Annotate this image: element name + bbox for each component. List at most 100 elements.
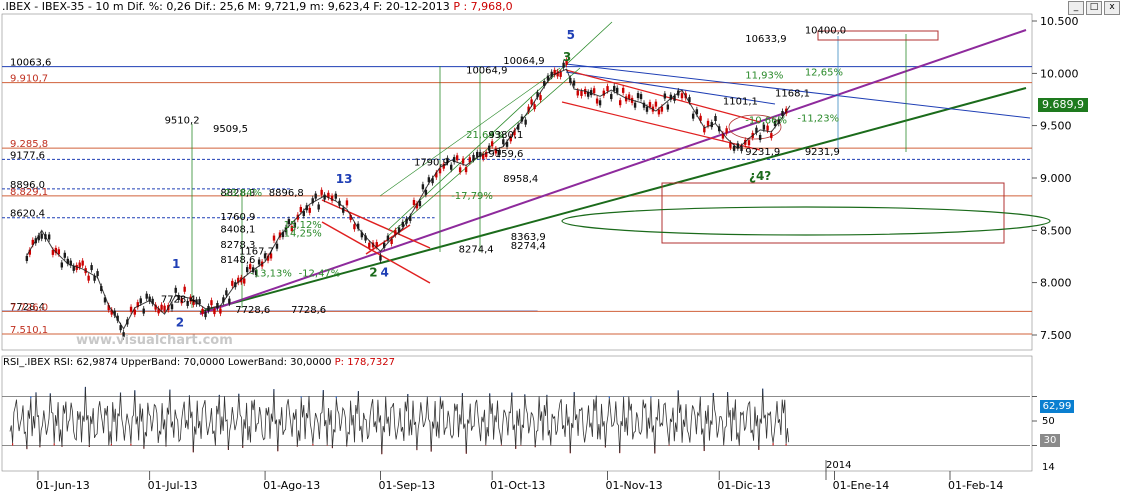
candle-body [580, 90, 583, 96]
watermark: www.visualchart.com [76, 333, 233, 348]
annotation-label: 11,93% [745, 71, 783, 82]
candle-body [237, 277, 240, 283]
oval-dec[interactable] [728, 114, 782, 140]
candle-body [618, 100, 622, 106]
header-p-value: P : 7,968,0 [453, 0, 513, 13]
candle-body [680, 93, 684, 99]
candle-body [87, 275, 90, 281]
candle-body [394, 230, 397, 236]
candle-body [390, 238, 393, 244]
green-channel-upper[interactable] [387, 21, 613, 231]
close-button[interactable]: x [1104, 1, 1120, 15]
annotation-label: -23,84% [220, 188, 262, 199]
candle-body [516, 124, 520, 130]
candle-body [72, 265, 75, 271]
purple-trendline[interactable] [199, 29, 1027, 315]
candle-body [302, 211, 305, 217]
candle-body [148, 296, 151, 302]
candle-body [100, 286, 103, 292]
candle-body [533, 104, 536, 110]
candle-body [435, 172, 438, 178]
red-channel-aug-bottom[interactable] [321, 221, 431, 284]
support-ellipse[interactable] [561, 206, 1051, 236]
green-channel-mid[interactable] [379, 67, 561, 197]
candle-body [536, 92, 539, 98]
candle-body [484, 151, 488, 157]
annotation-label: 9231,9 [805, 147, 840, 158]
candle-body [412, 199, 416, 205]
candle-body [695, 109, 699, 115]
annotation-label: 8274,4 [459, 244, 494, 255]
candle-body [174, 287, 177, 293]
candle-body [442, 163, 445, 169]
candle-body [299, 206, 303, 212]
candle-body [195, 299, 198, 305]
level-label: 7.726,0 [10, 302, 48, 313]
candle-body [78, 262, 81, 268]
red-channel-aug-top[interactable] [321, 199, 431, 249]
blue-trendline-short[interactable] [565, 71, 776, 105]
candle-body [40, 233, 43, 239]
candle-body [219, 308, 222, 314]
candle-body [177, 295, 180, 301]
candle-body [397, 227, 401, 233]
candle-body [320, 189, 323, 195]
candle-body [375, 242, 378, 248]
blue-trendline[interactable] [565, 63, 1031, 119]
candle-body [773, 120, 777, 126]
candle-body [729, 142, 732, 148]
candle-body [424, 189, 428, 195]
year-label: 2014 [826, 460, 852, 471]
candle-body [69, 260, 72, 266]
candle-body [243, 278, 246, 284]
annotation-label: -10,66% [745, 116, 787, 127]
level-label: 8896,0 [10, 180, 45, 191]
candle-body [356, 223, 360, 229]
candle-body [225, 290, 228, 296]
candle-body [461, 158, 465, 164]
level-label: 10063,6 [10, 58, 51, 69]
x-tick-label: 01-Dic-13 [717, 479, 771, 492]
candle-body [688, 97, 691, 103]
minimize-button[interactable]: _ [1068, 1, 1084, 15]
candle-body [565, 59, 568, 65]
target-box-top[interactable] [817, 30, 939, 41]
candle-body [498, 149, 501, 155]
candle-body [592, 88, 596, 94]
candle-body [254, 270, 258, 276]
candle-body [213, 309, 216, 315]
candle-body [621, 87, 625, 93]
candle-body [520, 116, 524, 122]
candle-body [546, 75, 550, 81]
candle-body [136, 302, 139, 308]
candle-body [464, 167, 468, 173]
candle-body [139, 298, 142, 304]
annotation-label: 1101,1 [723, 97, 758, 108]
maximize-button[interactable]: □ [1086, 1, 1102, 15]
candle-body [151, 298, 154, 304]
candle-body [31, 239, 34, 245]
candle-body [210, 300, 213, 306]
red-channel-bottom[interactable] [561, 101, 761, 151]
level-label: 7.510,1 [10, 325, 48, 336]
candle-body [740, 146, 743, 152]
candle-body [281, 232, 285, 238]
candle-body [323, 194, 326, 200]
candle-body [257, 259, 261, 265]
candle-body [539, 95, 542, 101]
candle-body [673, 95, 676, 101]
price-series-line[interactable] [26, 68, 791, 330]
red-channel-top[interactable] [565, 69, 761, 123]
candle-body [415, 203, 419, 209]
candle-body [353, 224, 356, 230]
annotation-label: 1760,9 [220, 212, 255, 223]
candle-body [349, 214, 352, 220]
candle-body [509, 136, 512, 142]
candle-body [317, 204, 320, 210]
annotation-label: 1790,9 [414, 157, 449, 168]
annotation-label: 8958,4 [503, 174, 538, 185]
green-trendline[interactable] [199, 87, 1027, 313]
candle-body [706, 120, 710, 126]
rsi-line[interactable] [9, 386, 790, 455]
candle-body [228, 298, 231, 304]
